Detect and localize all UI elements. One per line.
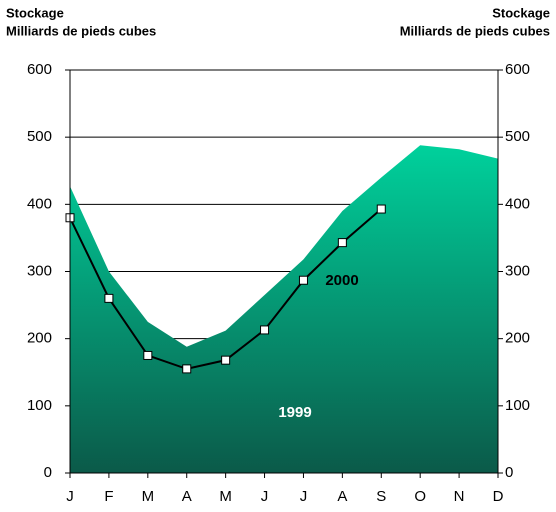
series-label: 2000	[325, 272, 358, 289]
y2-axis-title: Stockage	[492, 5, 550, 20]
marker	[182, 364, 192, 374]
marker	[260, 325, 270, 335]
y2-tick-label: 0	[505, 464, 513, 481]
x-tick-label: A	[182, 488, 192, 505]
x-tick-label: J	[66, 488, 74, 505]
x-tick-label: O	[414, 488, 426, 505]
y-tick-label: 400	[27, 195, 52, 212]
marker	[143, 350, 153, 360]
y2-tick-label: 400	[505, 195, 530, 212]
x-tick-label: M	[219, 488, 232, 505]
y2-tick-label: 300	[505, 262, 530, 279]
y2-tick-label: 600	[505, 61, 530, 78]
y2-tick-label: 500	[505, 128, 530, 145]
marker	[221, 355, 231, 365]
y-axis-title: Milliards de pieds cubes	[6, 23, 156, 38]
x-tick-label: S	[376, 488, 386, 505]
x-tick-label: J	[300, 488, 308, 505]
x-tick-label: D	[493, 488, 504, 505]
marker	[104, 293, 114, 303]
x-tick-label: M	[142, 488, 155, 505]
y-tick-label: 600	[27, 61, 52, 78]
marker	[337, 238, 347, 248]
marker	[298, 275, 308, 285]
y-tick-label: 200	[27, 330, 52, 347]
y-axis-title: Stockage	[6, 5, 64, 20]
x-tick-label: N	[454, 488, 465, 505]
y2-tick-label: 200	[505, 330, 530, 347]
x-tick-label: F	[104, 488, 113, 505]
y-tick-label: 100	[27, 397, 52, 414]
area	[70, 145, 498, 473]
y-tick-label: 300	[27, 262, 52, 279]
series-label: 1999	[278, 404, 311, 421]
x-tick-label: A	[337, 488, 347, 505]
x-tick-label: J	[261, 488, 269, 505]
y-tick-label: 0	[44, 464, 52, 481]
y-tick-label: 500	[27, 128, 52, 145]
marker	[376, 204, 386, 214]
y2-tick-label: 100	[505, 397, 530, 414]
y2-axis-title: Milliards de pieds cubes	[400, 23, 550, 38]
